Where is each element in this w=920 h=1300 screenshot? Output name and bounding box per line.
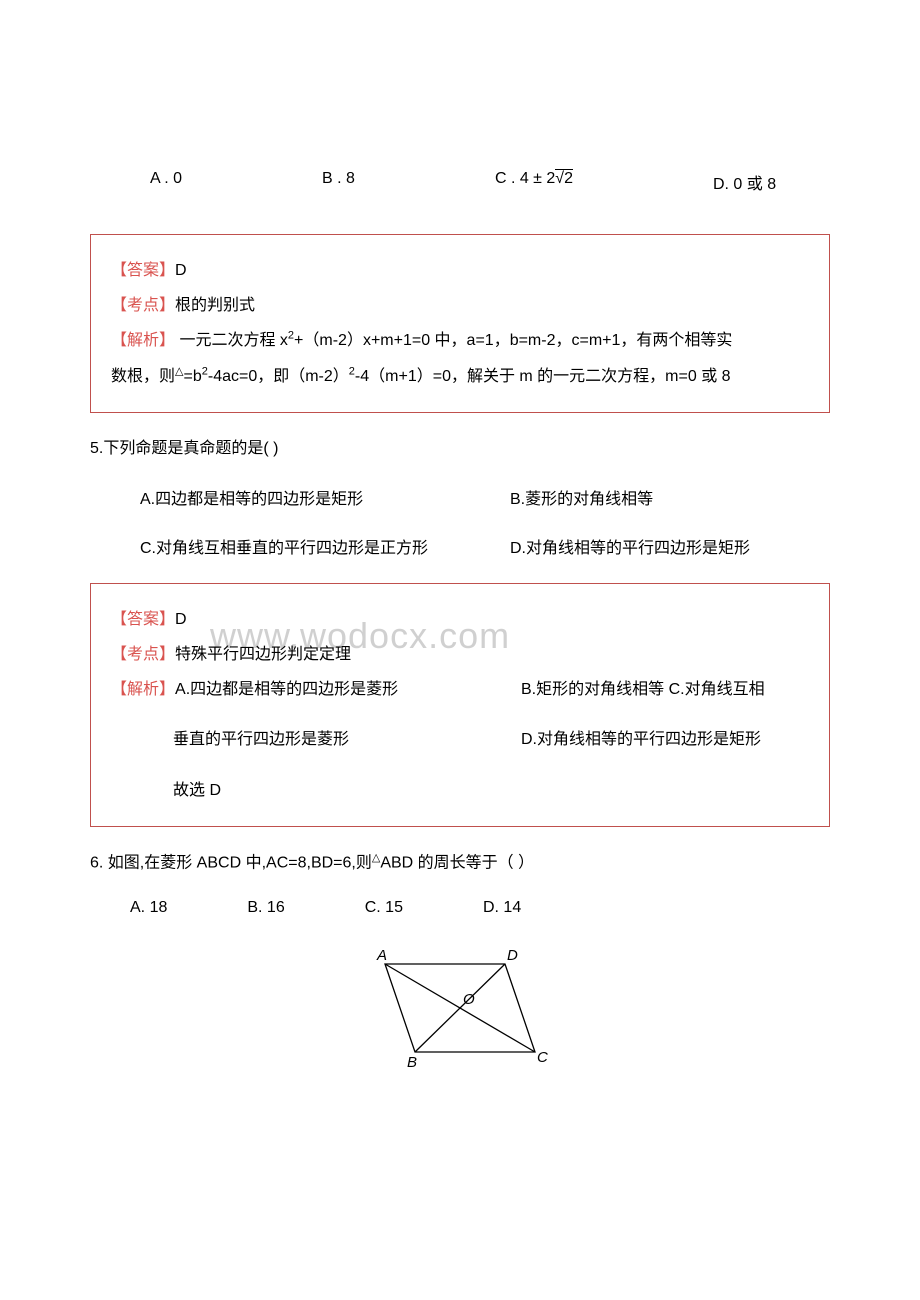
- q4-option-b: B . 8: [322, 170, 355, 194]
- q5-explain-final: 故选 D: [111, 773, 809, 808]
- q5-explain-row2: 垂直的平行四边形是菱形 D.对角线相等的平行四边形是矩形: [111, 722, 809, 757]
- q6-option-c: C. 15: [365, 899, 403, 917]
- explain-label: 【解析】: [111, 332, 175, 349]
- q5-explain-left2: 垂直的平行四边形是菱形: [111, 722, 521, 757]
- diagonal-bd: [415, 964, 505, 1052]
- q6-options: A. 18 B. 16 C. 15 D. 14: [130, 899, 830, 917]
- q4-option-c-prefix: C . 4 ± 2: [495, 170, 555, 187]
- q5-explain-right2: D.对角线相等的平行四边形是矩形: [521, 722, 809, 757]
- q6-stem-a: 6. 如图,在菱形 ABCD 中,AC=8,BD=6,则: [90, 854, 372, 871]
- label-c: C: [537, 1049, 548, 1066]
- explain-label-5: 【解析】: [111, 681, 175, 698]
- q4-point-line: 【考点】根的判别式: [111, 288, 809, 323]
- q4-explain-1b: +（m-2）x+m+1=0 中，a=1，b=m-2，c=m+1，有两个相等实: [294, 332, 732, 349]
- label-o: O: [463, 991, 475, 1008]
- q4-explain-2d: -4（m+1）=0，解关于 m 的一元二次方程，m=0 或 8: [355, 368, 731, 385]
- label-d: D: [507, 947, 518, 964]
- q4-answer-value: D: [175, 262, 187, 279]
- q4-point-value: 根的判别式: [175, 297, 255, 314]
- q5-col-left: A.四边都是相等的四边形是矩形 C.对角线互相垂直的平行四边形是正方形: [140, 485, 510, 583]
- q5-option-b: B.菱形的对角线相等: [510, 485, 830, 509]
- q5-explain-a: A.四边都是相等的四边形是菱形: [175, 681, 398, 698]
- q5-answer-line: 【答案】D: [111, 602, 809, 637]
- q4-option-c: C . 4 ± 2√2: [495, 170, 573, 194]
- point-label-5: 【考点】: [111, 646, 175, 663]
- q5-point-line: 【考点】特殊平行四边形判定定理: [111, 637, 809, 672]
- q4-answer-box: 【答案】D 【考点】根的判别式 【解析】 一元二次方程 x2+（m-2）x+m+…: [90, 234, 830, 413]
- label-b: B: [407, 1054, 417, 1071]
- q4-explain-line2: 数根，则△=b2-4ac=0，即（m-2）2-4（m+1）=0，解关于 m 的一…: [111, 359, 809, 394]
- q4-options-row: A . 0 B . 8 C . 4 ± 2√2 D. 0 或 8: [150, 170, 830, 194]
- sqrt-2: √2: [555, 169, 573, 187]
- q6-diagram-container: A D B C O: [90, 942, 830, 1077]
- answer-label-5: 【答案】: [111, 611, 175, 628]
- answer-label: 【答案】: [111, 262, 175, 279]
- q5-option-a: A.四边都是相等的四边形是矩形: [140, 485, 510, 509]
- q4-explain-1a: 一元二次方程 x: [175, 332, 288, 349]
- page-content: A . 0 B . 8 C . 4 ± 2√2 D. 0 或 8 【答案】D 【…: [0, 0, 920, 1117]
- q5-col-right: B.菱形的对角线相等 D.对角线相等的平行四边形是矩形: [510, 485, 830, 583]
- q5-final-text: 故选 D: [173, 782, 221, 799]
- label-a: A: [376, 947, 387, 964]
- q4-answer-line: 【答案】D: [111, 253, 809, 288]
- q4-option-d: D. 0 或 8: [713, 170, 776, 194]
- q4-explain-2c: -4ac=0，即（m-2）: [208, 368, 349, 385]
- q5-point-value: 特殊平行四边形判定定理: [175, 646, 351, 663]
- q6-stem-b: ABD 的周长等于（ ）: [380, 854, 534, 871]
- q6-option-b: B. 16: [247, 899, 284, 917]
- q5-stem: 5.下列命题是真命题的是( ): [90, 433, 830, 465]
- sqrt-2-value: 2: [564, 170, 573, 187]
- point-label: 【考点】: [111, 297, 175, 314]
- rhombus-diagram: A D B C O: [355, 942, 565, 1072]
- q6-option-a: A. 18: [130, 899, 167, 917]
- q5-option-c: C.对角线互相垂直的平行四边形是正方形: [140, 534, 510, 558]
- q5-answer-value: D: [175, 611, 187, 628]
- q5-answer-box: 【答案】D 【考点】特殊平行四边形判定定理 【解析】A.四边都是相等的四边形是菱…: [90, 583, 830, 827]
- q5-option-d: D.对角线相等的平行四边形是矩形: [510, 534, 830, 558]
- q5-explain-right1: B.矩形的对角线相等 C.对角线互相: [521, 672, 809, 707]
- q4-explain-line1: 【解析】 一元二次方程 x2+（m-2）x+m+1=0 中，a=1，b=m-2，…: [111, 323, 809, 358]
- q5-options: A.四边都是相等的四边形是矩形 C.对角线互相垂直的平行四边形是正方形 B.菱形…: [140, 485, 830, 583]
- q5-explain-row1: 【解析】A.四边都是相等的四边形是菱形 B.矩形的对角线相等 C.对角线互相: [111, 672, 809, 707]
- q4-explain-2a: 数根，则: [111, 368, 175, 385]
- q6-stem: 6. 如图,在菱形 ABCD 中,AC=8,BD=6,则△ABD 的周长等于（ …: [90, 847, 830, 879]
- q5-explain-cd: 垂直的平行四边形是菱形: [173, 731, 349, 748]
- q4-option-a: A . 0: [150, 170, 182, 194]
- q6-option-d: D. 14: [483, 899, 521, 917]
- q5-explain-left1: 【解析】A.四边都是相等的四边形是菱形: [111, 672, 521, 707]
- q4-explain-2b: =b: [183, 368, 201, 385]
